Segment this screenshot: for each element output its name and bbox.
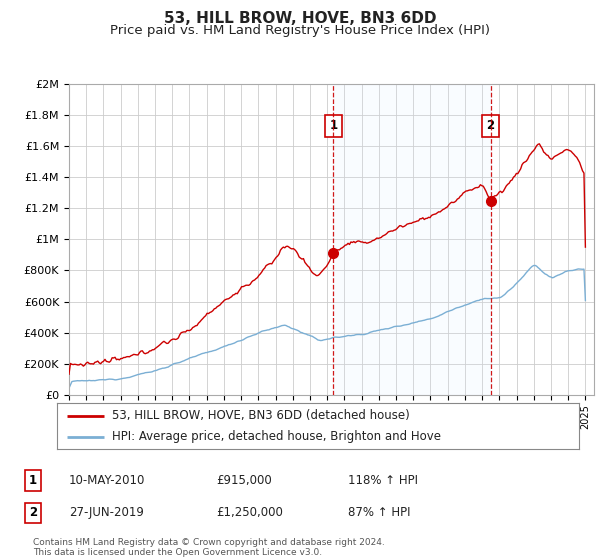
Text: 53, HILL BROW, HOVE, BN3 6DD (detached house): 53, HILL BROW, HOVE, BN3 6DD (detached h… — [112, 409, 410, 422]
Text: 1: 1 — [329, 119, 337, 133]
Text: £1,250,000: £1,250,000 — [216, 506, 283, 520]
Text: Price paid vs. HM Land Registry's House Price Index (HPI): Price paid vs. HM Land Registry's House … — [110, 24, 490, 36]
Text: 1: 1 — [29, 474, 37, 487]
Text: 87% ↑ HPI: 87% ↑ HPI — [348, 506, 410, 520]
Text: 10-MAY-2010: 10-MAY-2010 — [69, 474, 145, 487]
Bar — [334, 84, 491, 395]
Text: HPI: Average price, detached house, Brighton and Hove: HPI: Average price, detached house, Brig… — [112, 430, 441, 443]
Text: Contains HM Land Registry data © Crown copyright and database right 2024.
This d: Contains HM Land Registry data © Crown c… — [33, 538, 385, 557]
Text: £915,000: £915,000 — [216, 474, 272, 487]
Text: 2: 2 — [487, 119, 494, 133]
Text: 118% ↑ HPI: 118% ↑ HPI — [348, 474, 418, 487]
Text: 27-JUN-2019: 27-JUN-2019 — [69, 506, 144, 520]
Text: 2: 2 — [29, 506, 37, 520]
Text: 53, HILL BROW, HOVE, BN3 6DD: 53, HILL BROW, HOVE, BN3 6DD — [164, 11, 436, 26]
